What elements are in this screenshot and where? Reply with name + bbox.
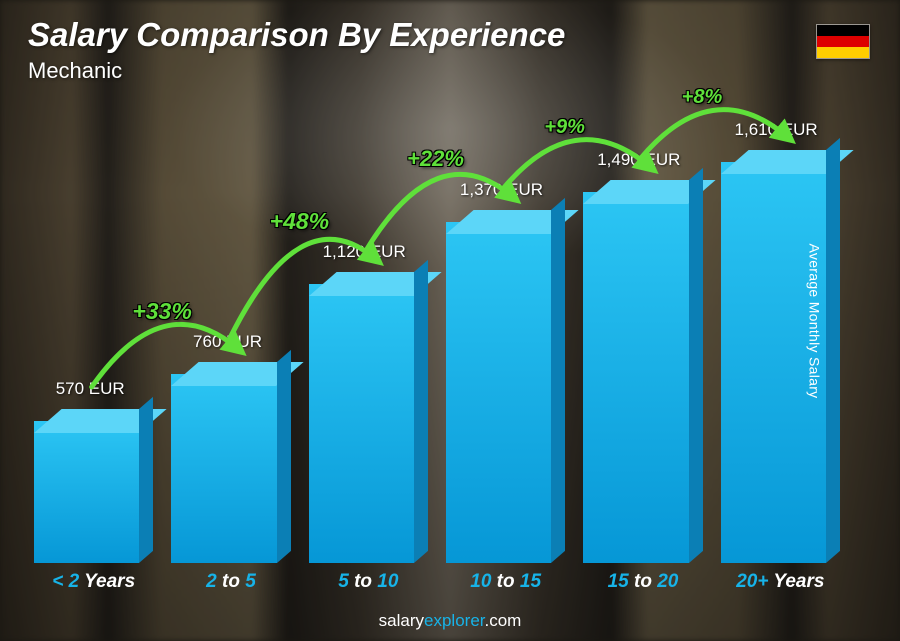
- growth-arc-icon: [0, 0, 900, 641]
- footer-tld: .com: [485, 611, 522, 630]
- footer-accent: explorer: [424, 611, 484, 630]
- footer-text: salary: [379, 611, 424, 630]
- footer-attribution: salaryexplorer.com: [0, 611, 900, 631]
- y-axis-label: Average Monthly Salary: [807, 243, 823, 398]
